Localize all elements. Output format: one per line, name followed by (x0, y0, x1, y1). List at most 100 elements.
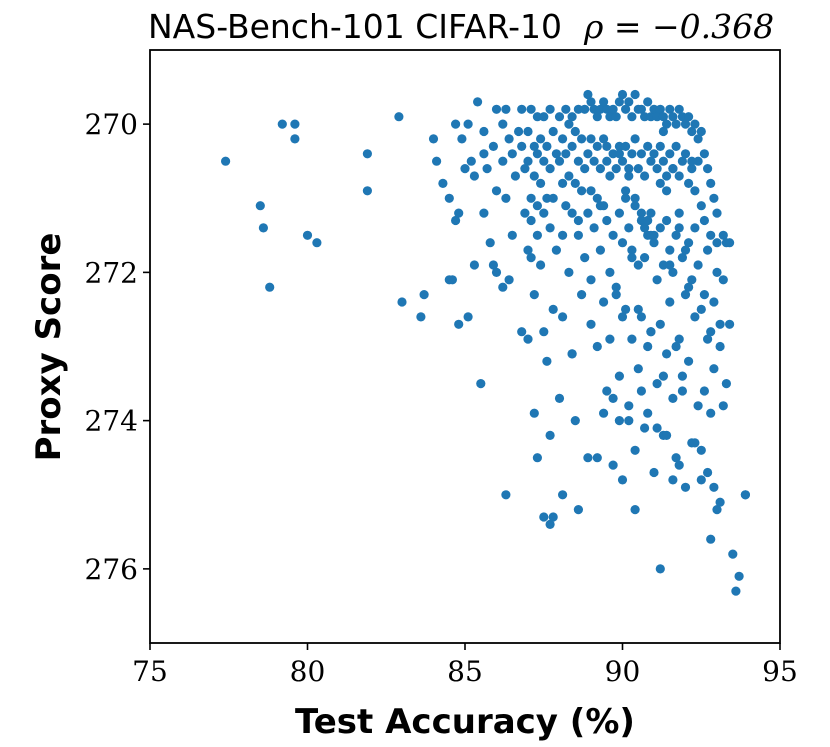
data-point (529, 141, 539, 151)
data-point (498, 156, 508, 166)
data-point (643, 141, 653, 151)
data-point (529, 290, 539, 300)
data-point (621, 104, 631, 114)
data-point (526, 104, 536, 114)
data-point (602, 104, 612, 114)
data-point (687, 164, 697, 174)
data-point (649, 238, 659, 248)
data-point (419, 290, 429, 300)
data-point (658, 371, 669, 381)
data-point (564, 267, 574, 277)
data-point (532, 230, 543, 240)
data-point (592, 453, 602, 463)
data-point (655, 223, 665, 233)
data-point (665, 260, 675, 270)
data-point (520, 208, 530, 218)
data-point (451, 119, 461, 129)
data-point (577, 186, 587, 196)
data-point (583, 89, 593, 100)
data-point (709, 297, 719, 307)
data-point (652, 423, 662, 433)
data-point (687, 126, 697, 137)
data-point (658, 126, 669, 137)
data-point (554, 112, 565, 122)
data-point (706, 408, 716, 418)
data-point (451, 215, 461, 226)
data-point (658, 156, 669, 166)
data-point (640, 223, 650, 233)
y-axis: 270 272 274 276 (85, 108, 150, 586)
data-point (517, 327, 527, 337)
data-point (536, 134, 546, 144)
data-point (539, 156, 549, 166)
data-point (636, 104, 647, 114)
data-point (680, 119, 691, 129)
x-tick-label: 75 (132, 655, 168, 688)
data-point (690, 312, 700, 322)
data-point (633, 164, 643, 174)
data-point (662, 430, 672, 440)
y-tick-label: 272 (85, 256, 138, 289)
data-point (699, 149, 710, 159)
data-point (258, 223, 268, 233)
data-point (696, 475, 706, 485)
data-point (684, 178, 694, 188)
data-point (671, 341, 681, 352)
y-tick-label: 276 (85, 553, 138, 586)
data-point (488, 141, 498, 151)
data-point (696, 201, 706, 211)
data-point (665, 297, 675, 307)
data-point (690, 223, 700, 233)
data-point (718, 230, 728, 240)
data-point (605, 171, 615, 181)
data-point (665, 149, 675, 159)
chart-title-rho: ρ = −0.368 (583, 7, 774, 46)
data-point (725, 319, 735, 329)
data-point (649, 104, 659, 114)
data-point (696, 126, 706, 137)
data-point (680, 149, 691, 159)
data-point (652, 275, 662, 285)
data-point (479, 126, 489, 137)
x-tick-label: 95 (762, 655, 798, 688)
data-point (523, 334, 533, 344)
data-point (734, 571, 744, 581)
data-point (542, 193, 552, 203)
data-point (614, 416, 625, 426)
data-point (580, 104, 590, 114)
data-point (687, 275, 697, 285)
data-point (548, 193, 558, 203)
data-point (671, 453, 681, 463)
data-point (536, 260, 546, 270)
x-axis: 75 80 85 90 95 (132, 643, 798, 688)
data-point (312, 238, 322, 248)
data-point (554, 156, 565, 166)
data-point (614, 149, 625, 159)
data-point (504, 134, 514, 144)
data-point (671, 230, 681, 240)
data-point (504, 275, 514, 285)
data-point (476, 379, 486, 389)
data-point (573, 104, 584, 114)
data-point (564, 171, 574, 181)
data-point (690, 438, 700, 448)
data-point (362, 186, 372, 196)
data-point (561, 149, 571, 159)
data-point (706, 327, 716, 337)
data-point (621, 186, 631, 196)
data-point (627, 245, 637, 255)
data-point (548, 126, 558, 137)
data-point (577, 290, 587, 300)
data-point (592, 341, 602, 352)
data-point (674, 171, 684, 181)
data-point (473, 97, 483, 107)
data-point (592, 112, 602, 122)
data-point (592, 193, 602, 203)
data-point (589, 156, 599, 166)
data-point (684, 282, 694, 292)
y-tick-label: 274 (85, 405, 138, 438)
data-point (567, 112, 577, 122)
data-point (485, 238, 495, 248)
data-point (545, 164, 555, 174)
